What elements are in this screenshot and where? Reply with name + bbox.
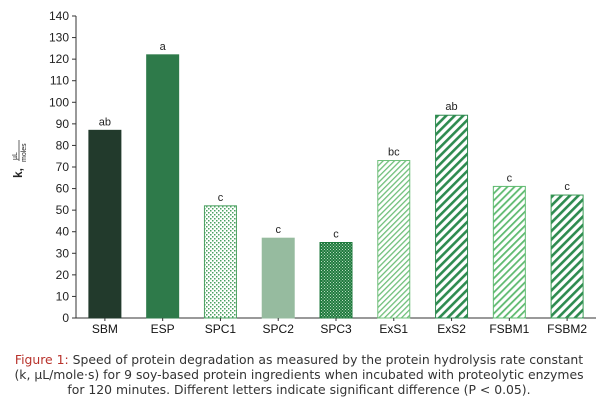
y-axis-label: k, µL moles <box>11 140 28 178</box>
y-tick-label: 110 <box>50 74 69 88</box>
caption-text: Speed of protein degradation as measured… <box>14 352 584 397</box>
y-tick-label: 40 <box>56 225 70 239</box>
significance-letter: c <box>564 181 570 193</box>
bar-spc1 <box>203 205 237 319</box>
significance-letter: bc <box>388 147 400 159</box>
bars <box>88 54 584 319</box>
x-tick-label: FSBM1 <box>489 322 529 336</box>
significance-letter: ab <box>445 101 457 113</box>
caption-label: Figure 1: <box>14 352 69 367</box>
significance-letter: a <box>160 41 167 53</box>
x-tick-label: SBM <box>92 322 118 336</box>
y-tick-label: 130 <box>49 31 69 45</box>
x-tick-label: ExS1 <box>379 322 408 336</box>
bar-chart: k, µL moles 0 10 20 30 40 50 60 70 80 90 100 110 120… <box>11 9 596 336</box>
x-tick-label: SPC1 <box>205 322 237 336</box>
y-tick-label: 60 <box>56 182 70 196</box>
y-tick-label: 50 <box>56 203 70 217</box>
y-tick-label: 140 <box>49 9 69 23</box>
x-tick-label: SPC3 <box>320 322 352 336</box>
y-ticks: 0 10 20 30 40 50 60 70 80 90 100 110 120 130 140 <box>49 9 76 325</box>
figure-caption: Figure 1: Speed of protein degradation a… <box>8 352 590 397</box>
bar-spc3 <box>319 242 353 319</box>
y-tick-label: 120 <box>49 52 69 66</box>
significance-letter: c <box>333 229 339 241</box>
bar-exs2 <box>435 114 469 319</box>
x-tick-label: FSBM2 <box>547 322 587 336</box>
y-tick-label: 0 <box>62 311 69 325</box>
x-tick-label: SPC2 <box>263 322 295 336</box>
y-tick-label: 80 <box>56 138 70 152</box>
y-tick-label: 20 <box>56 268 70 282</box>
x-tick-labels: SBM ESP SPC1 SPC2 SPC3 ExS1 ExS2 FSBM1 FSBM2 <box>92 318 587 336</box>
x-tick-label: ESP <box>151 322 175 336</box>
bar-spc2 <box>261 237 295 319</box>
y-tick-label: 100 <box>49 95 69 109</box>
y-tick-label: 10 <box>56 289 70 303</box>
significance-letter: c <box>507 172 513 184</box>
significance-letters: ab a c c c bc ab c c <box>99 41 571 241</box>
significance-letter: ab <box>99 116 111 128</box>
bar-esp <box>146 54 180 319</box>
significance-letter: c <box>275 224 281 236</box>
y-tick-label: 70 <box>56 160 70 174</box>
x-tick-label: ExS2 <box>437 322 466 336</box>
bar-sbm <box>88 129 122 319</box>
y-axis-label-denominator: moles <box>21 143 28 162</box>
bar-fsbm1 <box>492 185 526 319</box>
y-axis-label-main: k, <box>11 168 25 178</box>
bar-exs1 <box>377 160 411 319</box>
y-axis-label-numerator: µL <box>12 152 19 160</box>
significance-letter: c <box>218 192 224 204</box>
y-tick-label: 30 <box>56 246 70 260</box>
bar-fsbm2 <box>550 194 584 319</box>
y-tick-label: 90 <box>56 117 70 131</box>
